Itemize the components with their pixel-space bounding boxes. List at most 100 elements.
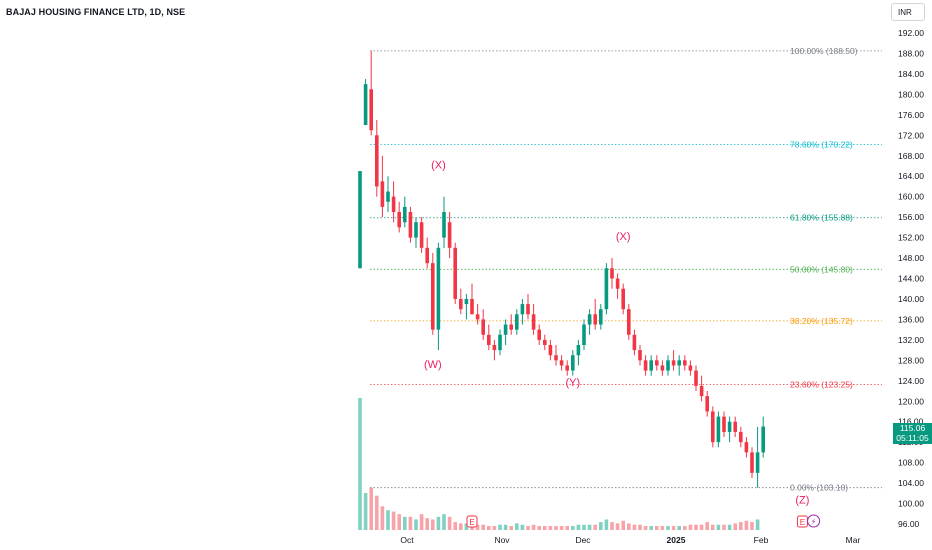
volume-bar [750, 522, 754, 530]
dividend-marker-label: ⚡ [811, 518, 817, 527]
candle-body [739, 431, 743, 443]
candle-body [565, 365, 569, 371]
dividend-marker [807, 514, 821, 528]
candle-body [520, 304, 525, 315]
volume-bar [727, 524, 732, 530]
candle-body [705, 396, 709, 412]
volume-bar [363, 493, 368, 530]
candle-body [548, 344, 553, 356]
volume-bar [459, 523, 463, 530]
candle-body [363, 84, 368, 126]
price-axis-tick: 176.00 [898, 110, 924, 120]
earnings-marker-label: E [800, 518, 805, 527]
candle-body [380, 181, 385, 207]
price-axis-tick: 152.00 [898, 233, 924, 243]
volume-bar [419, 514, 424, 530]
volume-bar [744, 520, 749, 530]
volume-bar [739, 522, 743, 530]
volume-bar [503, 524, 508, 530]
price-axis-tick: 128.00 [898, 355, 924, 365]
candle-body [481, 319, 485, 335]
volume-bar [655, 526, 659, 530]
earnings-marker-label: E [469, 518, 474, 527]
candle-body [744, 442, 749, 453]
volume-bar [515, 523, 519, 530]
candle-body [621, 288, 625, 310]
candle-body [431, 263, 435, 330]
volume-bar [627, 523, 631, 530]
candle-body [610, 268, 614, 279]
volume-bar [554, 526, 558, 530]
candle-body [403, 206, 407, 223]
price-axis-tick: 116.00 [898, 417, 924, 427]
price-axis-tick: 108.00 [898, 458, 924, 468]
candle-body [655, 360, 659, 366]
volume-bar [711, 524, 715, 530]
fib-level-label: 61.80% (155.88) [790, 213, 853, 223]
volume-bar [615, 523, 620, 530]
event-markers: E E ⚡ [466, 514, 821, 528]
volume-bar [436, 516, 441, 530]
candle-body [638, 350, 642, 361]
candle-body [464, 298, 469, 305]
price-axis-tick: 136.00 [898, 314, 924, 324]
volume-bar [520, 524, 525, 530]
volume-bar [369, 487, 373, 530]
volume-bar [688, 524, 693, 530]
candle-body [442, 212, 446, 238]
volume-bar [694, 524, 698, 530]
volume-bar [683, 526, 687, 530]
price-axis-tick: 96.00 [898, 519, 920, 529]
candle-body [498, 334, 502, 351]
volume-bar [481, 524, 485, 530]
volume-bar [509, 526, 513, 530]
candle-body [722, 416, 726, 432]
price-axis-tick: 184.00 [898, 69, 924, 79]
fib-level-label: 23.60% (123.25) [790, 380, 853, 390]
volume-bar [565, 526, 569, 530]
chart-title: BAJAJ HOUSING FINANCE LTD, 1D, NSE [6, 7, 186, 17]
fibonacci-retracement: 100.00% (188.50) 78.60% (170.22) 61.80% (1… [370, 46, 882, 493]
volume-bar [447, 516, 452, 530]
volume-bar [593, 524, 597, 530]
fib-level-label: 50.00% (145.80) [790, 264, 853, 274]
candle-body [447, 222, 452, 248]
volume-bar [475, 524, 480, 530]
volume-bar [621, 520, 625, 530]
candle-body [599, 309, 603, 325]
candle-body [593, 314, 597, 325]
volume-bar [498, 524, 502, 530]
volume-bar [699, 524, 704, 530]
volume-bar [358, 398, 362, 530]
candle-body [733, 421, 737, 432]
volume-bar [705, 522, 709, 530]
candle-body [671, 360, 676, 366]
candle-body [750, 452, 754, 473]
candle-body [699, 385, 704, 397]
price-axis-tick: 168.00 [898, 151, 924, 161]
volume-bar [671, 526, 676, 530]
candle-body [576, 344, 581, 356]
volume-bar [492, 526, 497, 530]
volume-bar [576, 524, 581, 530]
price-axis-tick: 120.00 [898, 396, 924, 406]
candle-body [492, 344, 497, 351]
currency-selector[interactable]: INR [891, 3, 925, 21]
price-axis-tick: 188.00 [898, 48, 924, 58]
volume-bar [649, 526, 653, 530]
time-axis-tick: Nov [494, 535, 510, 545]
volume-bar [677, 526, 681, 530]
wave-label: (Z) [795, 495, 809, 507]
volume-bar [733, 523, 737, 530]
candle-body [526, 304, 530, 315]
candlesticks [358, 50, 765, 488]
fib-level-label: 38.20% (135.72) [790, 316, 853, 326]
wave-label: (X) [431, 160, 446, 172]
last-price-value: 115.06 [899, 423, 926, 433]
price-axis-tick: 192.00 [898, 28, 924, 38]
candle-body [487, 334, 491, 345]
volume-bar [397, 514, 401, 530]
volume-bar [610, 522, 614, 530]
price-axis-tick: 100.00 [898, 499, 924, 509]
